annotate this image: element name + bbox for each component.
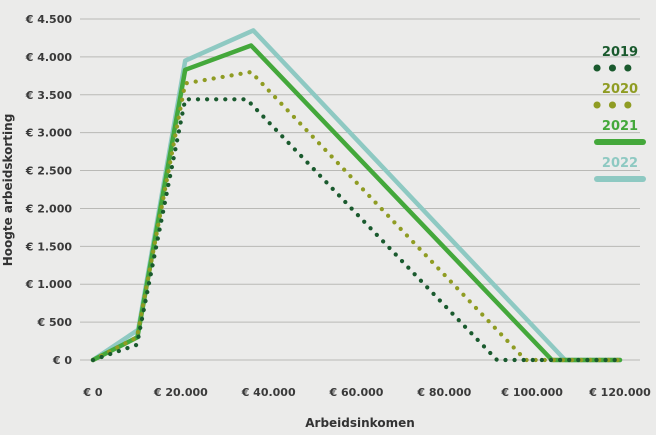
y-tick-label: € 0	[52, 354, 72, 367]
series-line-2019	[90, 97, 623, 363]
legend-label-2020: 2020	[602, 82, 638, 97]
series-lines	[90, 28, 623, 363]
legend: 2019 2020 2021 2022	[593, 45, 647, 182]
y-tick-label: € 500	[37, 316, 73, 329]
series-line-2021	[90, 43, 623, 363]
x-tick-labels: € 0 € 20.000 € 40.000 € 60.000 € 80.000 € 100…	[82, 386, 651, 399]
y-tick-label: € 4.500	[25, 13, 73, 26]
y-tick-label: € 3.500	[25, 89, 73, 102]
y-tick-label: € 2.000	[25, 202, 73, 215]
legend-label-2021: 2021	[602, 119, 638, 134]
y-tick-labels: € 0 € 500 € 1.000 € 1.500 € 2.000 € 2.500 € 3.…	[25, 13, 73, 367]
y-tick-label: € 3.000	[25, 127, 73, 140]
x-tick-label: € 80.000	[416, 386, 471, 399]
series-line-2022	[90, 28, 623, 363]
x-axis-title: Arbeidsinkomen	[305, 416, 415, 430]
x-tick-label: € 120.000	[588, 386, 651, 399]
y-tick-label: € 1.500	[25, 240, 73, 253]
legend-label-2022: 2022	[602, 156, 638, 171]
x-tick-label: € 100.000	[500, 386, 563, 399]
y-axis-title: Hoogte arbeidskorting	[1, 114, 15, 267]
y-tick-label: € 2.500	[25, 165, 73, 178]
y-tick-label: € 1.000	[25, 278, 73, 291]
x-tick-label: € 0	[82, 386, 102, 399]
legend-label-2019: 2019	[602, 45, 638, 60]
x-tick-label: € 20.000	[153, 386, 208, 399]
x-tick-label: € 40.000	[241, 386, 296, 399]
x-tick-label: € 60.000	[329, 386, 384, 399]
y-tick-label: € 4.000	[25, 51, 73, 64]
